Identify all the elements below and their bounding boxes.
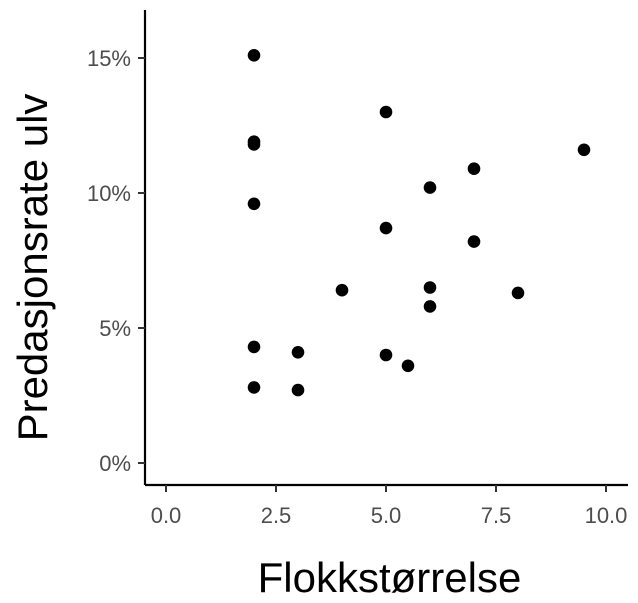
data-point [511, 286, 525, 300]
data-point [577, 143, 591, 157]
y-axis-title: Predasjonsrate ulv [9, 94, 56, 442]
data-point [423, 300, 437, 313]
data-point [335, 283, 349, 297]
x-tick-label: 0.0 [151, 503, 182, 528]
x-tick-label: 2.5 [261, 503, 292, 528]
y-axis-ticks: 0% 5% 10% 15% [87, 46, 145, 476]
data-point [423, 181, 437, 194]
x-tick-label: 5.0 [371, 503, 402, 528]
data-point [247, 138, 261, 151]
y-tick-label: 10% [87, 181, 131, 206]
data-point [247, 49, 261, 62]
data-point [247, 340, 261, 354]
data-point [467, 162, 481, 175]
y-tick-label: 5% [99, 316, 131, 341]
data-point [423, 281, 437, 294]
data-point [401, 359, 415, 373]
data-point [467, 235, 481, 248]
y-tick-label: 0% [99, 451, 131, 476]
data-point [247, 197, 261, 211]
data-points [247, 49, 591, 397]
x-tick-label: 10.0 [585, 503, 628, 528]
x-axis-ticks: 0.0 2.5 5.0 7.5 10.0 [151, 485, 628, 528]
data-point [379, 105, 393, 119]
data-point [379, 221, 393, 235]
x-tick-label: 7.5 [481, 503, 512, 528]
y-tick-label: 15% [87, 46, 131, 71]
x-axis-title: Flokkstørrelse [258, 554, 522, 598]
data-point [247, 381, 261, 394]
data-point [291, 346, 305, 359]
data-point [379, 348, 393, 362]
data-point [291, 383, 305, 397]
axes [143, 10, 628, 487]
